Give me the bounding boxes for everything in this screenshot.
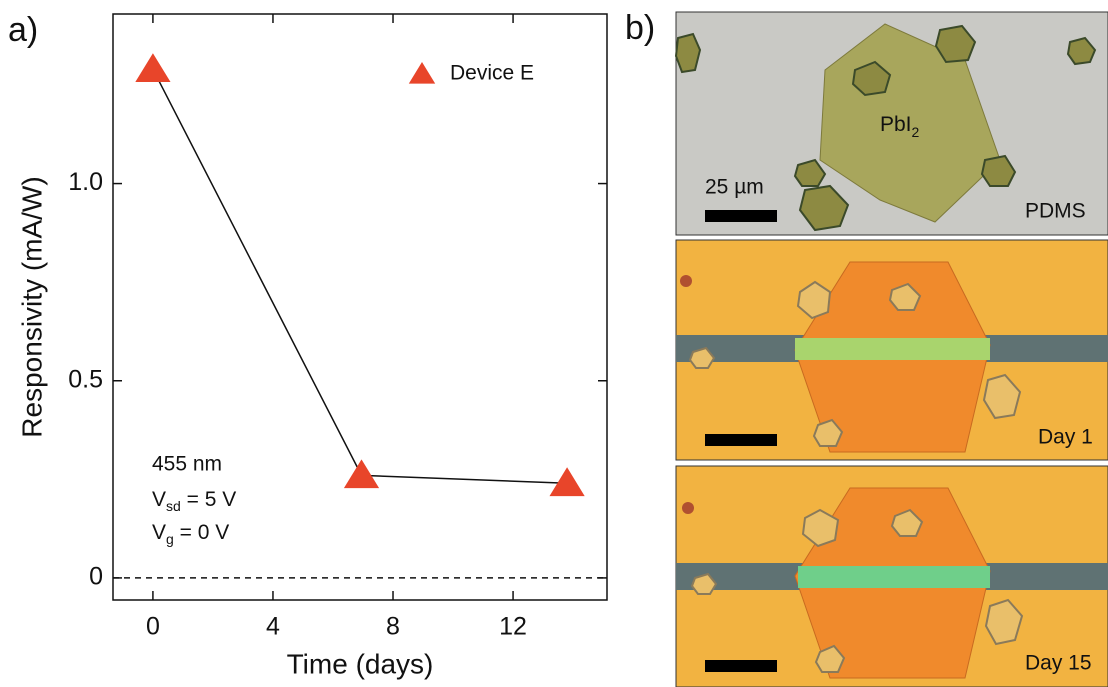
panel-label: a) bbox=[8, 11, 38, 49]
material-sub: 2 bbox=[912, 124, 920, 140]
day1-label: Day 1 bbox=[1038, 426, 1093, 449]
material-label: PbI2 bbox=[880, 113, 920, 140]
material-main: PbI bbox=[880, 113, 912, 136]
ann-rest: = 0 V bbox=[174, 521, 229, 544]
ann-sub: g bbox=[166, 531, 174, 547]
y-axis-label: Responsivity (mA/W) bbox=[16, 176, 47, 437]
marker bbox=[135, 53, 171, 83]
x-tick-label: 12 bbox=[499, 613, 527, 641]
panel-label: b) bbox=[625, 9, 655, 47]
scale-bar-label: 25 µm bbox=[705, 176, 764, 199]
substrate-label: PDMS bbox=[1025, 200, 1086, 223]
ann-sub: sd bbox=[166, 498, 181, 514]
x-axis-label: Time (days) bbox=[287, 648, 434, 679]
series-line bbox=[152, 68, 568, 485]
y-tick-label: 0 bbox=[89, 563, 103, 591]
legend-label: Device E bbox=[450, 62, 534, 85]
legend-marker bbox=[408, 62, 436, 84]
micrograph-top: 25 µm PDMS PbI2 bbox=[674, 11, 1108, 236]
annotation: Vsd = 5 V bbox=[152, 488, 236, 514]
annotation: Vg = 0 V bbox=[152, 521, 229, 547]
y-tick-label: 1.0 bbox=[68, 168, 103, 196]
marker bbox=[549, 467, 585, 497]
micrograph-day15: Day 15 bbox=[675, 465, 1108, 687]
plot-frame bbox=[112, 13, 608, 601]
y-tick-label: 0.5 bbox=[68, 365, 103, 393]
ann-main: V bbox=[152, 521, 166, 544]
ann-rest: = 5 V bbox=[181, 488, 236, 511]
annotation: 455 nm bbox=[152, 453, 222, 476]
marker bbox=[343, 459, 380, 489]
ann-main: V bbox=[152, 488, 166, 511]
x-tick-label: 4 bbox=[266, 613, 280, 641]
x-tick-label: 8 bbox=[386, 613, 400, 641]
x-tick-label: 0 bbox=[146, 613, 160, 641]
micrograph-day1: Day 1 bbox=[675, 239, 1108, 461]
day15-label: Day 15 bbox=[1025, 652, 1092, 675]
